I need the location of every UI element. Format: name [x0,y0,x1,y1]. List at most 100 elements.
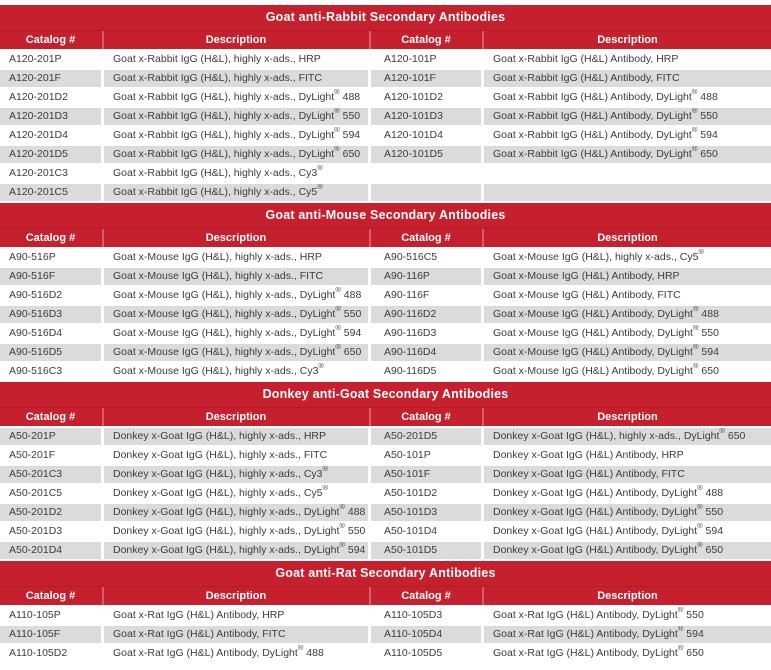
catalog-cell: A90-116D3 [371,325,481,342]
catalog-cell: A120-201D4 [0,127,101,144]
table-row: A90-516D3 Goat x-Mouse IgG (H&L), highly … [0,306,771,325]
description-cell: Goat x-Mouse IgG (H&L), highly x-ads., F… [104,268,368,285]
catalog-cell: A90-116D4 [371,344,481,361]
table-row: A120-201C5 Goat x-Rabbit IgG (H&L), highl… [0,184,771,203]
table-row: A90-516D5 Goat x-Mouse IgG (H&L), highly … [0,344,771,363]
catalog-cell: A120-201P [0,51,101,68]
catalog-cell: A120-101D2 [371,89,481,106]
description-cell: Goat x-Mouse IgG (H&L), highly x-ads., D… [104,306,368,323]
table-row: A120-201F Goat x-Rabbit IgG (H&L), highly… [0,70,771,89]
description-cell: Donkey x-Goat IgG (H&L) Antibody, DyLigh… [484,504,771,521]
catalog-cell: A50-201D5 [371,428,481,445]
description-cell: Donkey x-Goat IgG (H&L) Antibody, DyLigh… [484,542,771,559]
description-cell: Goat x-Rat IgG (H&L) Antibody, DyLight® … [484,645,771,662]
table-row: A120-201C3 Goat x-Rabbit IgG (H&L), highl… [0,165,771,184]
description-cell: Goat x-Rabbit IgG (H&L) Antibody, DyLigh… [484,108,771,125]
catalog-cell: A90-116D5 [371,363,481,380]
catalog-cell: A110-105D4 [371,626,481,643]
catalog-cell: A50-201F [0,447,101,464]
column-header-description: Description [104,229,368,247]
table-row: A50-201C5 Donkey x-Goat IgG (H&L), highly… [0,485,771,504]
column-header-catalog: Catalog # [25,232,76,244]
description-cell: Goat x-Rat IgG (H&L) Antibody, DyLight® … [104,645,368,662]
description-cell: Goat x-Rabbit IgG (H&L), highly x-ads., … [104,127,368,144]
column-header-catalog: Catalog # [371,408,481,426]
column-header-description: Description [484,229,771,247]
catalog-cell: A90-516D5 [0,344,101,361]
table-header-row: Catalog # Description Catalog # Description [0,407,771,428]
column-header-description: Description [104,31,368,49]
catalog-cell: A50-201D3 [0,523,101,540]
table-row: A120-201D2 Goat x-Rabbit IgG (H&L), highl… [0,89,771,108]
description-cell: Goat x-Mouse IgG (H&L), highly x-ads., C… [484,249,771,266]
catalog-cell: A90-516C3 [0,363,101,380]
catalog-cell: A120-201C3 [0,165,101,182]
table-row: A90-516C3 Goat x-Mouse IgG (H&L), highly … [0,363,771,382]
catalog-cell: A90-516D2 [0,287,101,304]
description-cell: Goat x-Rabbit IgG (H&L), highly x-ads., … [104,70,368,87]
catalog-cell: A50-101D2 [371,485,481,502]
catalog-cell: A50-201D4 [0,542,101,559]
catalog-cell: A90-516D4 [0,325,101,342]
description-cell: Goat x-Mouse IgG (H&L), highly x-ads., D… [104,325,368,342]
catalog-cell: A90-116F [371,287,481,304]
description-cell [484,184,771,201]
catalog-cell: A50-101D4 [371,523,481,540]
catalog-cell: A120-101P [371,51,481,68]
section-title: Goat anti-Rat Secondary Antibodies [0,561,771,586]
section-title: Goat anti-Rabbit Secondary Antibodies [0,5,771,30]
table-header-row: Catalog # Description Catalog # Description [0,30,771,51]
description-cell: Goat x-Mouse IgG (H&L) Antibody, DyLight… [484,306,771,323]
description-cell: Goat x-Mouse IgG (H&L) Antibody, FITC [484,287,771,304]
catalog-cell: A110-105F [0,626,101,643]
catalog-cell: A120-101D3 [371,108,481,125]
catalog-cell: A120-201D2 [0,89,101,106]
description-cell: Donkey x-Goat IgG (H&L) Antibody, DyLigh… [484,523,771,540]
catalog-cell: A110-105D5 [371,645,481,662]
description-cell: Goat x-Rabbit IgG (H&L), highly x-ads., … [104,51,368,68]
description-cell: Donkey x-Goat IgG (H&L), highly x-ads., … [484,428,771,445]
catalog-cell [371,165,481,182]
catalog-cell: A120-201C5 [0,184,101,201]
description-cell: Goat x-Mouse IgG (H&L) Antibody, DyLight… [484,344,771,361]
column-header-catalog: Catalog # [25,590,76,602]
description-cell: Goat x-Mouse IgG (H&L), highly x-ads., D… [104,344,368,361]
column-header-catalog: Catalog # [371,31,481,49]
catalog-cell: A90-116D2 [371,306,481,323]
table-row: A110-105D2 Goat x-Rat IgG (H&L) Antibody,… [0,645,771,664]
description-cell: Donkey x-Goat IgG (H&L), highly x-ads., … [104,428,368,445]
column-header-description: Description [104,408,368,426]
description-cell: Goat x-Mouse IgG (H&L), highly x-ads., C… [104,363,368,380]
description-cell: Donkey x-Goat IgG (H&L) Antibody, FITC [484,466,771,483]
table-row: A120-201P Goat x-Rabbit IgG (H&L), highly… [0,51,771,70]
catalog-cell: A50-101D5 [371,542,481,559]
description-cell: Goat x-Rabbit IgG (H&L), highly x-ads., … [104,146,368,163]
description-cell: Goat x-Rabbit IgG (H&L) Antibody, DyLigh… [484,127,771,144]
column-header-description: Description [484,587,771,605]
table-row: A90-516D4 Goat x-Mouse IgG (H&L), highly … [0,325,771,344]
description-cell: Goat x-Rabbit IgG (H&L) Antibody, FITC [484,70,771,87]
description-cell [484,165,771,182]
description-cell: Donkey x-Goat IgG (H&L) Antibody, HRP [484,447,771,464]
catalog-cell: A110-105P [0,607,101,624]
table-row: A90-516P Goat x-Mouse IgG (H&L), highly x… [0,249,771,268]
antibody-section: Goat anti-Mouse Secondary Antibodies Cata… [0,203,771,382]
catalog-cell: A90-116P [371,268,481,285]
table-row: A120-201D4 Goat x-Rabbit IgG (H&L), highl… [0,127,771,146]
catalog-cell: A120-201D3 [0,108,101,125]
catalog-cell [371,184,481,201]
table-row: A50-201D3 Donkey x-Goat IgG (H&L), highly… [0,523,771,542]
catalog-cell: A110-105D2 [0,645,101,662]
catalog-cell: A50-101P [371,447,481,464]
catalog-cell: A50-201C5 [0,485,101,502]
description-cell: Goat x-Mouse IgG (H&L) Antibody, HRP [484,268,771,285]
table-row: A120-201D3 Goat x-Rabbit IgG (H&L), highl… [0,108,771,127]
catalog-cell: A120-101D4 [371,127,481,144]
description-cell: Goat x-Rabbit IgG (H&L), highly x-ads., … [104,184,368,201]
column-header-catalog: Catalog # [371,229,481,247]
catalog-cell: A50-101F [371,466,481,483]
catalog-cell: A50-201P [0,428,101,445]
catalog-cell: A120-201F [0,70,101,87]
description-cell: Goat x-Rat IgG (H&L) Antibody, DyLight® … [484,607,771,624]
